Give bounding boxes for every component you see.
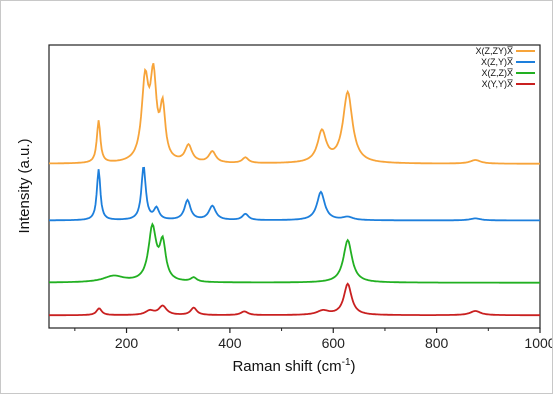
x-axis-title-end: ) <box>351 358 356 375</box>
x-tick-label-400: 400 <box>218 335 242 351</box>
x-tick-label-800: 800 <box>425 335 449 351</box>
x-tick-label-1000: 1000 <box>524 335 552 351</box>
series-line-1 <box>49 62 540 165</box>
x-tick-label-600: 600 <box>322 335 346 351</box>
x-axis-title-main: Raman shift (cm <box>232 358 341 375</box>
series-layer <box>49 62 540 317</box>
x-axis-title: Raman shift (cm-1) <box>232 357 355 375</box>
plot-area <box>48 44 541 329</box>
x-axis-ticks: 200 400 600 800 1000 <box>74 328 552 351</box>
y-axis-title: Intensity (a.u.) <box>16 138 33 233</box>
x-tick-label-200: 200 <box>115 335 139 351</box>
series-line-3 <box>49 222 540 284</box>
legend-label-4: X(Y,Y)X̅ <box>482 79 513 89</box>
legend: X(Z,ZY)X̅X(Z,Y)X̅X(Z,Z)X̅X(Y,Y)X̅ <box>476 46 535 89</box>
legend-label-3: X(Z,Z)X̅ <box>482 68 514 78</box>
series-line-2 <box>49 166 540 222</box>
legend-label-1: X(Z,ZY)X̅ <box>476 46 514 56</box>
series-line-4 <box>49 282 540 317</box>
x-axis-title-superscript: -1 <box>342 357 351 368</box>
legend-label-2: X(Z,Y)X̅ <box>481 57 513 67</box>
